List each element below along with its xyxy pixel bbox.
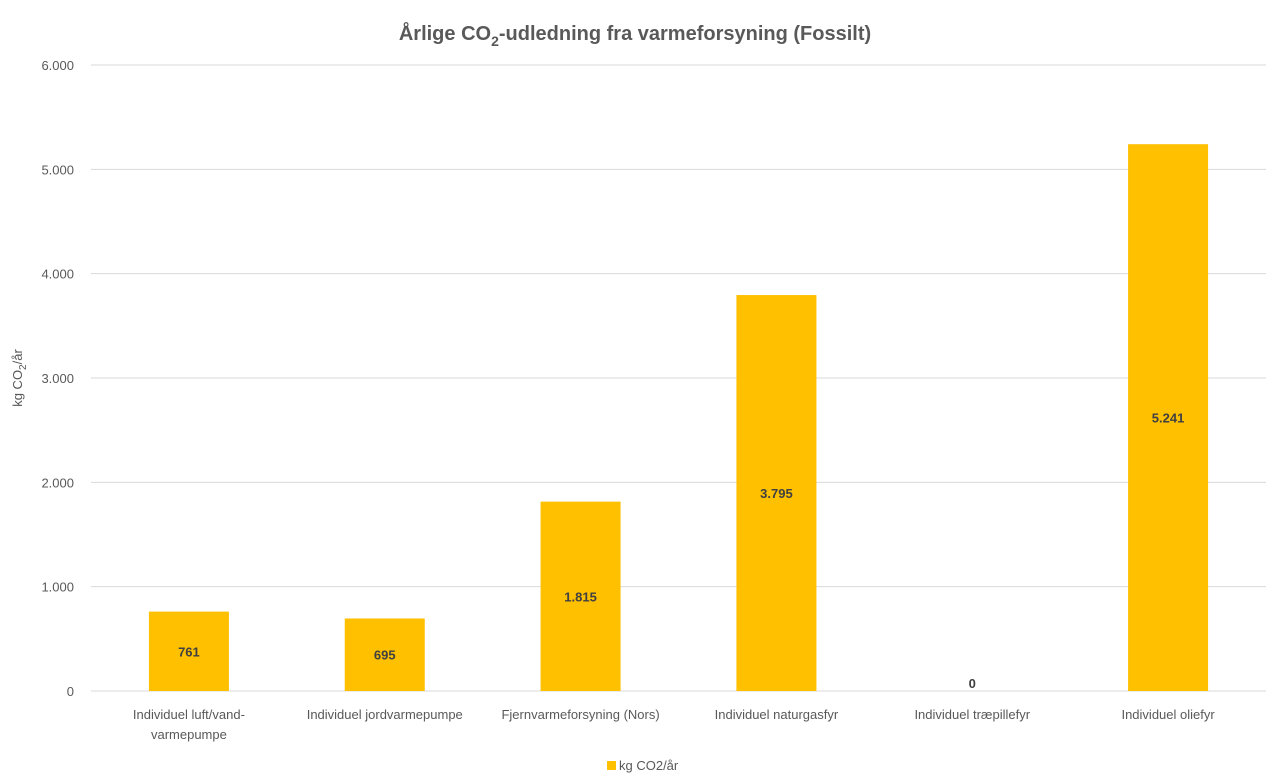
y-tick-label: 0 — [67, 684, 74, 699]
y-axis-label: kg CO2/år — [10, 349, 29, 407]
x-tick-label: Individuel naturgasfyr — [715, 707, 839, 722]
x-axis-ticks: Individuel luft/vand-varmepumpe Individue… — [133, 707, 1215, 742]
chart-title: Årlige CO2-udledning fra varmeforsyning … — [399, 21, 871, 49]
bar — [148, 611, 229, 691]
data-label: 5.241 — [1152, 411, 1185, 426]
y-axis-ticks: 0 1.000 2.000 3.000 4.000 5.000 6.000 — [41, 58, 74, 699]
data-label: 695 — [374, 648, 396, 663]
gridlines — [91, 64, 1266, 692]
bar — [344, 618, 425, 691]
x-tick-label: Individuel luft/vand- — [133, 707, 245, 722]
chart-title-subscript: 2 — [491, 33, 499, 49]
bar — [540, 501, 621, 691]
y-tick-label: 4.000 — [41, 267, 74, 282]
data-label: 3.795 — [760, 486, 793, 501]
data-label: 1.815 — [564, 589, 597, 604]
bar — [1128, 144, 1209, 692]
y-axis-label-suffix: /år — [10, 349, 25, 365]
x-tick-label: Fjernvarmeforsyning (Nors) — [501, 707, 659, 722]
legend: kg CO2/år — [607, 758, 679, 773]
x-tick-label: Individuel træpillefyr — [914, 707, 1030, 722]
y-tick-label: 5.000 — [41, 162, 74, 177]
y-tick-label: 3.000 — [41, 371, 74, 386]
y-axis-label-prefix: kg CO — [10, 370, 25, 407]
y-tick-label: 2.000 — [41, 475, 74, 490]
bar — [736, 295, 817, 691]
x-tick-label: Individuel oliefyr — [1121, 707, 1215, 722]
data-label: 0 — [969, 676, 976, 691]
data-labels: 761 695 1.815 3.795 0 5.241 — [178, 411, 1184, 691]
x-tick-label: varmepumpe — [151, 727, 227, 742]
y-tick-label: 6.000 — [41, 58, 74, 73]
bars — [148, 144, 1209, 692]
chart-title-suffix: -udledning fra varmeforsyning (Fossilt) — [499, 23, 871, 45]
x-tick-label: Individuel jordvarmepumpe — [307, 707, 463, 722]
data-label: 761 — [178, 644, 200, 659]
chart-title-prefix: Årlige CO — [399, 21, 491, 45]
legend-label: kg CO2/år — [619, 758, 679, 773]
y-axis-label-subscript: 2 — [18, 364, 29, 370]
legend-swatch — [607, 761, 616, 770]
y-tick-label: 1.000 — [41, 580, 74, 595]
